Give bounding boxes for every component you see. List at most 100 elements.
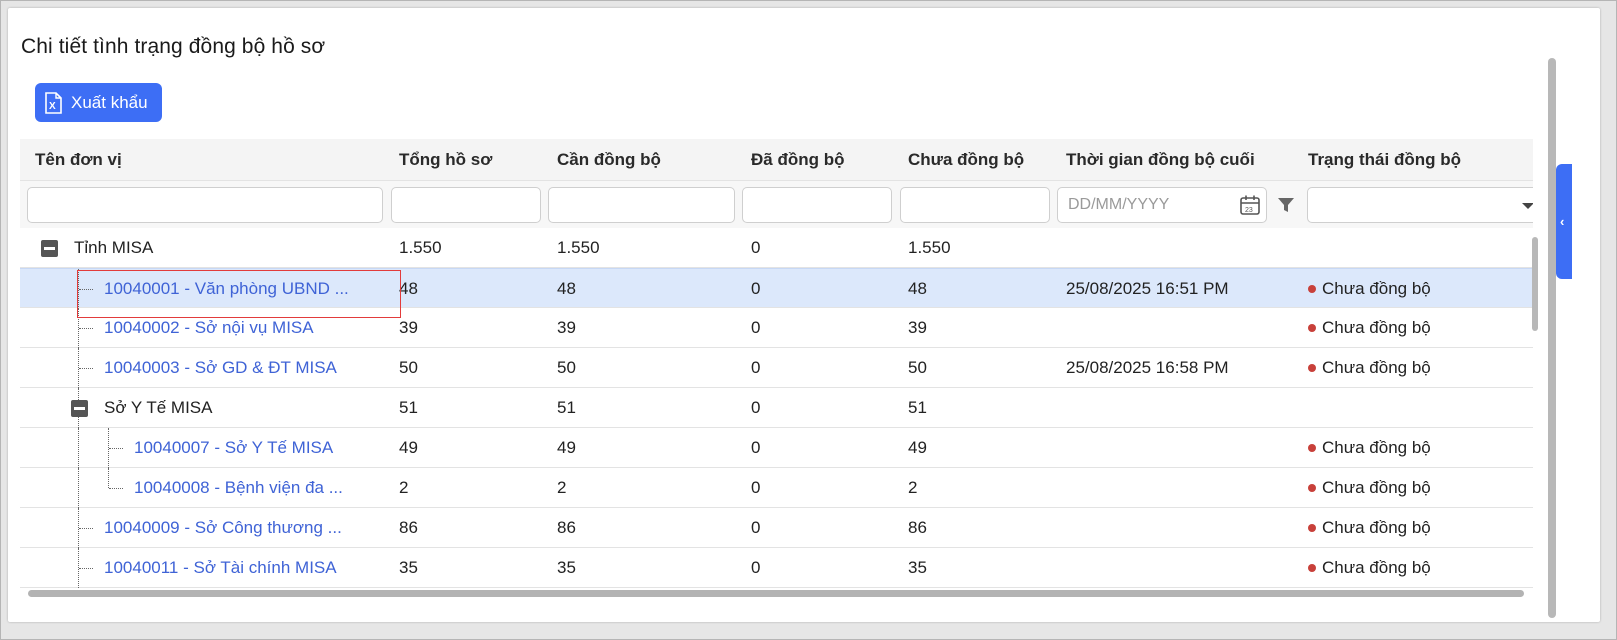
unit-name-link[interactable]: 10040009 - Sở Công thương ... xyxy=(104,518,342,537)
table-row[interactable]: Tỉnh MISA 1.550 1.550 0 1.550 xyxy=(20,228,1533,268)
table-row[interactable]: 10040008 - Bệnh viện đa ... 2 2 0 2 Chưa đồng… xyxy=(20,468,1533,508)
col-header-not-synced[interactable]: Chưa đồng bộ xyxy=(908,150,1025,169)
tree-line xyxy=(78,508,79,548)
sync-status-grid: Tên đơn vị Tổng hồ sơ Cần đồng bộ Đã đồn… xyxy=(20,139,1533,590)
tree-line xyxy=(78,348,79,388)
cell-need: 50 xyxy=(557,358,576,377)
cell-need: 35 xyxy=(557,558,576,577)
unit-name-link[interactable]: 10040003 - Sở GD & ĐT MISA xyxy=(104,358,337,377)
cell-need: 1.550 xyxy=(557,238,600,257)
filter-row: 23 xyxy=(20,181,1533,228)
status-text: Chưa đồng bộ xyxy=(1322,279,1431,298)
status-text: Chưa đồng bộ xyxy=(1322,518,1431,537)
status-dot-icon xyxy=(1308,523,1316,532)
cell-need: 2 xyxy=(557,478,567,497)
table-row[interactable]: 10040003 - Sở GD & ĐT MISA 50 50 0 50 25/08/2… xyxy=(20,348,1533,388)
table-row[interactable]: 10040007 - Sở Y Tế MISA 49 49 0 49 Chưa đồng … xyxy=(20,428,1533,468)
table-row[interactable]: Sở Y Tế MISA 51 51 0 51 xyxy=(20,388,1533,428)
status-badge: Chưa đồng bộ xyxy=(1308,308,1431,348)
table-row[interactable]: 10040009 - Sở Công thương ... 86 86 0 86 Chưa… xyxy=(20,508,1533,548)
grid-vertical-scrollbar[interactable] xyxy=(1532,237,1538,331)
filter-not-synced-input[interactable] xyxy=(900,187,1050,223)
cell-done: 0 xyxy=(751,358,761,377)
grid-horizontal-scrollbar[interactable] xyxy=(28,590,1524,597)
col-header-total[interactable]: Tổng hồ sơ xyxy=(399,150,493,169)
unit-group-name: Tỉnh MISA xyxy=(74,238,154,257)
status-text: Chưa đồng bộ xyxy=(1322,318,1431,337)
chevron-left-icon: ‹ xyxy=(1560,214,1565,229)
cell-done: 0 xyxy=(751,318,761,337)
excel-icon: X xyxy=(45,91,62,114)
tree-line xyxy=(78,269,79,309)
col-header-synced[interactable]: Đã đồng bộ xyxy=(751,150,845,169)
tree-line xyxy=(78,468,79,508)
cell-done: 0 xyxy=(751,238,761,257)
filter-need-sync-input[interactable] xyxy=(548,187,735,223)
cell-last-sync: 25/08/2025 16:51 PM xyxy=(1066,279,1229,298)
cell-need: 49 xyxy=(557,438,576,457)
tree-line xyxy=(79,368,93,369)
collapse-icon[interactable] xyxy=(71,400,88,417)
status-dot-icon xyxy=(1308,483,1316,492)
tree-line xyxy=(79,528,93,529)
unit-name-link[interactable]: 10040008 - Bệnh viện đa ... xyxy=(134,478,343,497)
table-row[interactable]: 10040011 - Sở Tài chính MISA 35 35 0 35 Chưa … xyxy=(20,548,1533,588)
cell-total: 1.550 xyxy=(399,238,442,257)
filter-synced-input[interactable] xyxy=(742,187,892,223)
cell-need: 39 xyxy=(557,318,576,337)
status-dot-icon xyxy=(1308,363,1316,372)
unit-name-link[interactable]: 10040001 - Văn phòng UBND ... xyxy=(104,279,349,298)
status-text: Chưa đồng bộ xyxy=(1322,478,1431,497)
tree-line xyxy=(78,548,79,588)
cell-pending: 2 xyxy=(908,478,918,497)
filter-total-input[interactable] xyxy=(391,187,541,223)
grid-header: Tên đơn vị Tổng hồ sơ Cần đồng bộ Đã đồn… xyxy=(20,139,1533,181)
tree-line xyxy=(79,289,93,290)
tree-line xyxy=(78,308,79,348)
unit-name-link[interactable]: 10040007 - Sở Y Tế MISA xyxy=(134,438,334,457)
cell-last-sync: 25/08/2025 16:58 PM xyxy=(1066,358,1229,377)
status-dot-icon xyxy=(1308,323,1316,332)
filter-date-input[interactable] xyxy=(1057,187,1267,223)
col-header-last-sync-time[interactable]: Thời gian đồng bộ cuối xyxy=(1066,150,1255,169)
cell-total: 49 xyxy=(399,438,418,457)
status-text: Chưa đồng bộ xyxy=(1322,358,1431,377)
cell-done: 0 xyxy=(751,279,761,298)
unit-name-link[interactable]: 10040002 - Sở nội vụ MISA xyxy=(104,318,314,337)
cell-need: 86 xyxy=(557,518,576,537)
filter-status-select[interactable] xyxy=(1307,187,1533,223)
svg-text:X: X xyxy=(49,101,56,112)
table-row[interactable]: 10040002 - Sở nội vụ MISA 39 39 0 39 Chưa đồn… xyxy=(20,308,1533,348)
cell-pending: 49 xyxy=(908,438,927,457)
cell-need: 48 xyxy=(557,279,576,298)
export-button[interactable]: X Xuất khẩu xyxy=(35,83,162,122)
col-header-sync-status[interactable]: Trạng thái đồng bộ xyxy=(1308,150,1461,169)
status-dot-icon xyxy=(1308,443,1316,452)
cell-total: 2 xyxy=(399,478,409,497)
cell-pending: 51 xyxy=(908,398,927,417)
cell-pending: 50 xyxy=(908,358,927,377)
cell-total: 51 xyxy=(399,398,418,417)
tree-line xyxy=(108,428,109,468)
cell-pending: 35 xyxy=(908,558,927,577)
calendar-icon[interactable]: 23 xyxy=(1239,194,1261,216)
cell-pending: 39 xyxy=(908,318,927,337)
tree-line xyxy=(79,568,93,569)
table-row[interactable]: 10040001 - Văn phòng UBND ... 48 48 0 48 25/0… xyxy=(20,268,1533,309)
cell-total: 39 xyxy=(399,318,418,337)
calendar-icon-day: 23 xyxy=(1245,207,1253,214)
col-header-unit-name[interactable]: Tên đơn vị xyxy=(35,150,122,169)
cell-total: 35 xyxy=(399,558,418,577)
page-scrollbar[interactable] xyxy=(1548,58,1556,618)
filter-unit-name-input[interactable] xyxy=(27,187,383,223)
filter-funnel-icon[interactable] xyxy=(1277,196,1295,214)
collapse-icon[interactable] xyxy=(41,240,58,257)
cell-done: 0 xyxy=(751,398,761,417)
col-header-need-sync[interactable]: Cần đồng bộ xyxy=(557,150,661,169)
chevron-down-icon xyxy=(1522,203,1533,209)
status-dot-icon xyxy=(1308,563,1316,572)
cell-total: 86 xyxy=(399,518,418,537)
unit-name-link[interactable]: 10040011 - Sở Tài chính MISA xyxy=(104,558,337,577)
side-panel-toggle[interactable]: ‹ xyxy=(1556,164,1572,279)
status-dot-icon xyxy=(1308,284,1316,293)
